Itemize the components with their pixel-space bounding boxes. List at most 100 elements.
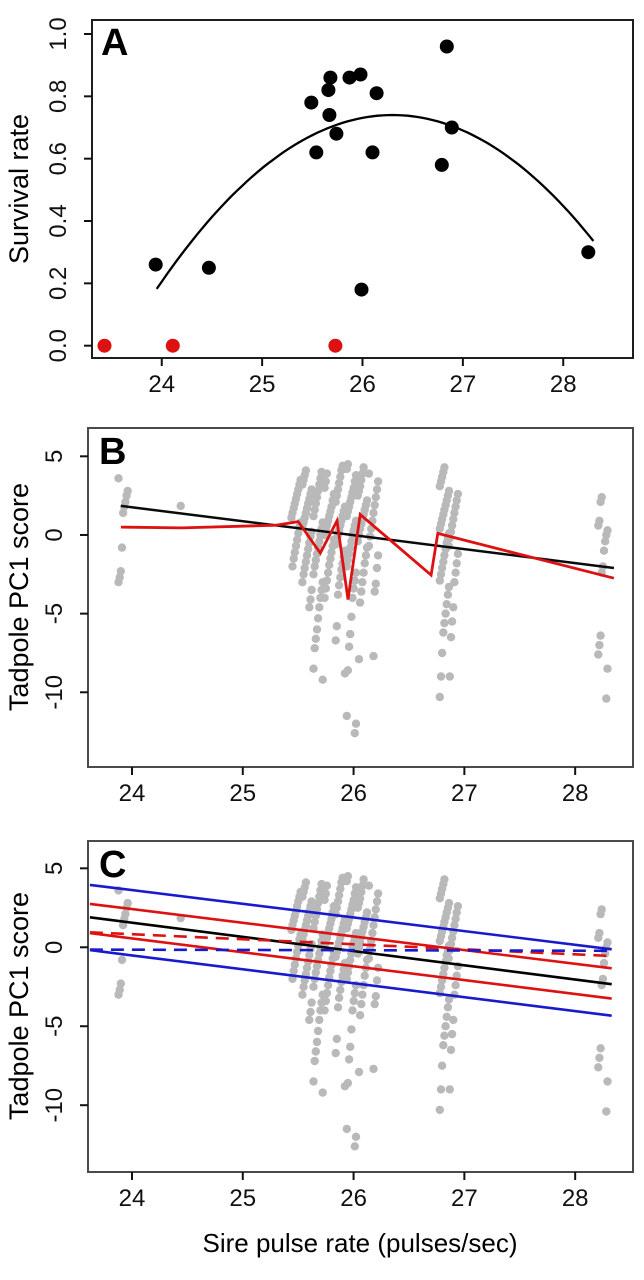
gray-data-point — [453, 489, 463, 499]
gray-data-point — [357, 587, 366, 596]
gray-data-point — [331, 540, 340, 549]
y-tick-label: -5 — [41, 603, 68, 624]
red-zero-survival-point — [328, 338, 343, 353]
x-tick-label: 24 — [119, 780, 146, 807]
y-tick-label: 0 — [41, 941, 68, 954]
gray-data-point — [300, 563, 309, 573]
gray-data-point — [323, 568, 333, 577]
gray-data-point — [311, 1047, 320, 1056]
panel-c-plot-area — [87, 840, 634, 1173]
gray-data-point — [176, 501, 185, 511]
gray-data-point — [350, 1142, 359, 1151]
gray-data-point — [599, 958, 609, 968]
gray-data-point — [435, 482, 444, 491]
gray-data-point — [595, 1053, 604, 1063]
gray-data-point — [442, 600, 451, 609]
panel-b-letter: B — [99, 431, 126, 473]
gray-data-point — [436, 982, 446, 991]
gray-data-point — [372, 976, 382, 985]
gray-data-point — [452, 496, 461, 505]
gray-data-point — [309, 511, 318, 521]
gray-data-point — [347, 537, 356, 546]
gray-data-point — [371, 992, 380, 1001]
gray-data-point — [449, 1015, 458, 1025]
y-tick-label: 5 — [41, 450, 68, 463]
gray-data-point — [307, 585, 316, 595]
gray-data-point — [343, 555, 353, 565]
gray-data-point — [322, 576, 332, 585]
red-zero-survival-point — [97, 338, 112, 353]
gray-data-point — [598, 974, 608, 984]
gray-data-point — [333, 1003, 343, 1012]
gray-data-point — [334, 581, 344, 590]
gray-data-point — [313, 614, 323, 623]
gray-data-point — [594, 1063, 603, 1072]
gray-data-point — [372, 485, 382, 494]
gray-data-point — [357, 475, 366, 485]
black-data-point — [354, 282, 369, 297]
gray-data-point — [357, 999, 366, 1009]
gray-data-point — [336, 573, 345, 582]
x-tick-label: 27 — [450, 371, 477, 398]
gray-data-point — [320, 895, 329, 905]
gray-data-point — [321, 889, 330, 898]
gray-data-point — [369, 508, 378, 518]
x-tick-label: 28 — [562, 780, 589, 807]
gray-data-point — [331, 1048, 340, 1058]
panel-a-letter: A — [101, 22, 128, 64]
gray-data-point — [596, 909, 605, 919]
gray-data-point — [443, 590, 453, 599]
gray-data-point — [440, 1031, 449, 1040]
gray-data-point — [601, 537, 610, 546]
x-tick-label: 25 — [229, 1185, 256, 1212]
gray-data-point — [320, 1006, 329, 1015]
panel-b-data-layer: 24 25 26 27 28 5 0 -5 -10 — [41, 450, 615, 807]
gray-data-point — [331, 636, 340, 645]
gray-data-point — [435, 576, 444, 585]
gray-data-point — [603, 664, 612, 673]
gray-data-point — [355, 936, 365, 946]
gray-data-point — [312, 1037, 322, 1047]
gray-data-point — [435, 524, 444, 533]
y-tick-label: -10 — [41, 675, 68, 710]
gray-data-point — [447, 617, 457, 626]
gray-data-point — [114, 474, 123, 483]
gray-data-point — [298, 578, 307, 587]
red-zero-survival-point — [165, 338, 180, 353]
gray-data-point — [298, 480, 307, 489]
gray-data-point — [441, 1021, 450, 1031]
gray-data-point — [290, 960, 299, 969]
gray-data-point — [301, 557, 311, 566]
x-tick-label: 25 — [249, 371, 276, 398]
black-data-point — [304, 95, 319, 110]
gray-data-point — [439, 1041, 448, 1050]
gray-data-point — [444, 995, 454, 1004]
gray-data-point — [291, 541, 301, 551]
red-upper-regression-line — [89, 902, 612, 970]
gray-data-point — [602, 694, 611, 703]
panel-b-y-axis-label: Tadpole PC1 score — [4, 483, 34, 711]
gray-data-point — [446, 939, 456, 949]
gray-data-point — [114, 990, 123, 999]
gray-data-point — [599, 546, 609, 555]
gray-data-point — [348, 1006, 357, 1015]
gray-data-point — [332, 622, 341, 631]
gray-data-point — [299, 570, 308, 579]
x-tick-label: 24 — [148, 371, 175, 398]
gray-data-point — [371, 579, 380, 588]
panel-a-y-axis-label: Survival rate — [4, 114, 34, 264]
gray-data-point — [349, 584, 358, 593]
gray-data-point — [343, 968, 353, 977]
gray-data-point — [364, 469, 374, 478]
gray-data-point — [312, 962, 322, 971]
gray-data-point — [117, 543, 127, 552]
gray-data-point — [351, 1132, 361, 1142]
gray-data-point — [346, 1042, 355, 1052]
gray-data-point — [331, 497, 340, 507]
gray-data-point — [305, 951, 314, 960]
gray-data-point — [326, 554, 335, 563]
gray-data-point — [436, 1085, 446, 1094]
gray-data-point — [298, 892, 307, 901]
gray-data-point — [354, 655, 364, 664]
